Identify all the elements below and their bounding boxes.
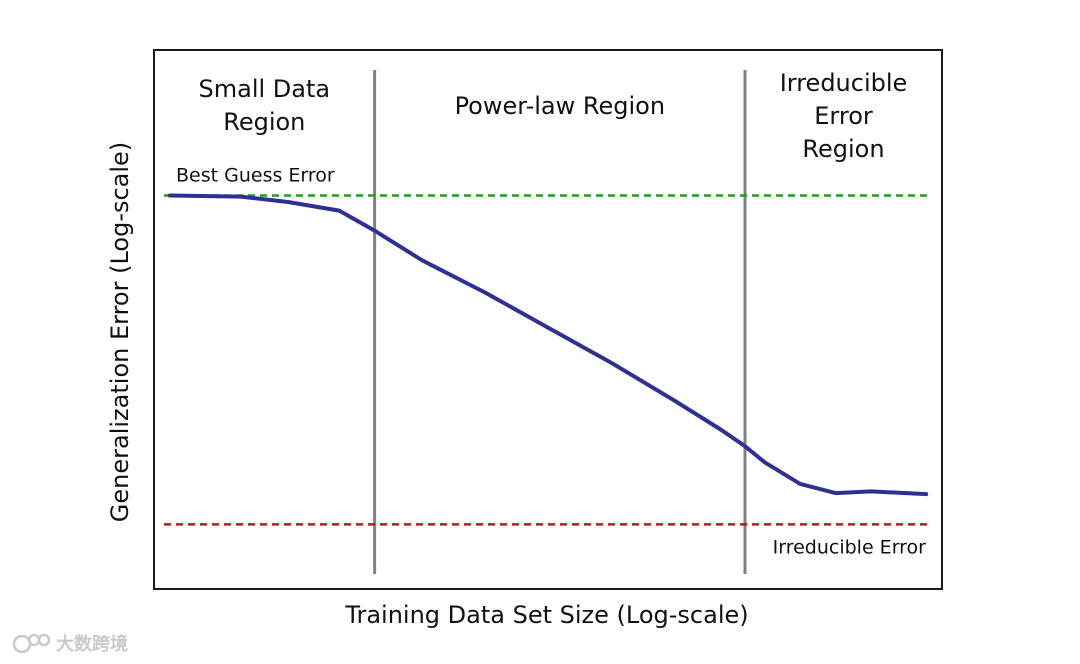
region-label-1: Small Data Region <box>199 75 331 136</box>
region-label-2: Power-law Region <box>455 92 665 120</box>
best-guess-error-label: Best Guess Error <box>176 165 335 187</box>
watermark-logo-icon <box>12 633 51 654</box>
reference-lines <box>164 194 928 526</box>
x-axis-label: Training Data Set Size (Log-scale) <box>344 601 748 629</box>
region-label-3: Irreducible Error Region <box>780 69 908 163</box>
plot-frame <box>153 49 943 590</box>
watermark: 大数跨境 <box>12 630 128 656</box>
watermark-text: 大数跨境 <box>56 634 128 655</box>
reference-line-labels: Best Guess Error Irreducible Error <box>176 165 926 559</box>
irreducible-error-label: Irreducible Error <box>773 536 927 558</box>
series-line-1 <box>167 193 929 497</box>
region-boundaries <box>373 70 747 574</box>
y-axis-label: Generalization Error (Log-scale) <box>106 142 134 522</box>
series-lines <box>167 193 929 497</box>
region-labels: Small Data Region Power-law Region Irreduci… <box>199 69 908 163</box>
